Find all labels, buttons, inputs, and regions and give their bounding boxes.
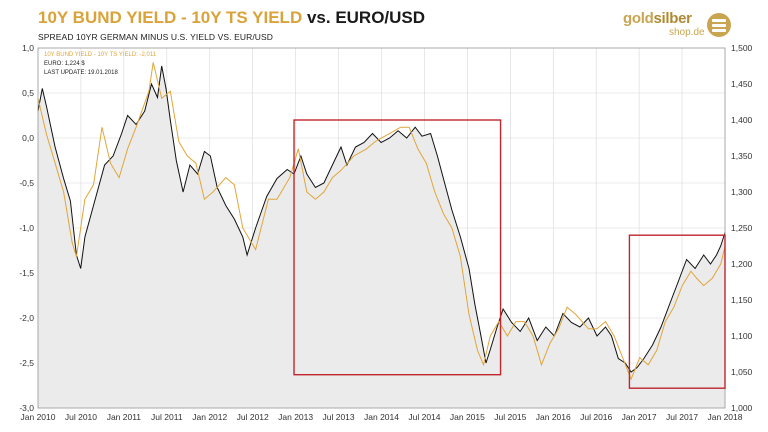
y-right-tick-label: 1,000 [731,403,753,413]
x-tick-label: Jul 2015 [494,412,526,422]
y-left-tick-label: -1,5 [19,268,34,278]
x-tick-label: Jan 2018 [708,412,743,422]
y-left-tick-label: -3,0 [19,403,34,413]
spread-area [38,66,725,408]
title-euro-part: vs. EURO/USD [302,8,426,27]
y-left-tick-label: -2,0 [19,313,34,323]
x-tick-label: Jul 2016 [580,412,612,422]
logo-wordmark: goldsilber [623,10,692,27]
x-tick-label: Jul 2012 [237,412,269,422]
x-tick-label: Jan 2013 [278,412,313,422]
x-tick-label: Jul 2017 [666,412,698,422]
legend-euro-entry: EURO: 1,224 $ [44,61,85,67]
y-left-tick-label: 0,0 [22,133,34,143]
highlight-box [293,119,502,376]
y-right-tick-label: 1,300 [731,187,753,197]
x-tick-label: Jan 2014 [364,412,399,422]
y-left-tick-label: 0,5 [22,88,34,98]
y-left-tick-label: -2,5 [19,358,34,368]
goldsilber-logo[interactable]: goldsilber shop.de [623,10,733,44]
y-right-tick-label: 1,500 [731,43,753,53]
y-right-tick-label: 1,200 [731,259,753,269]
x-tick-label: Jul 2010 [65,412,97,422]
chart-subtitle: SPREAD 10YR GERMAN MINUS U.S. YIELD VS. … [38,32,274,42]
chart-title: 10Y BUND YIELD - 10Y TS YIELD vs. EURO/U… [38,8,425,28]
y-left-tick-label: 1,0 [22,43,34,53]
x-tick-label: Jan 2012 [192,412,227,422]
y-right-tick-label: 1,150 [731,295,753,305]
spread-series-line [37,65,726,373]
plot-frame [37,47,726,409]
y-right-tick-label: 1,250 [731,223,753,233]
x-tick-label: Jan 2016 [536,412,571,422]
y-right-tick-label: 1,350 [731,151,753,161]
y-left-tick-label: -0,5 [19,178,34,188]
y-right-tick-label: 1,100 [731,331,753,341]
highlight-box [628,234,726,389]
title-spread-part: 10Y BUND YIELD - 10Y TS YIELD [38,8,303,27]
legend-spread-entry: 10Y BUND YIELD - 10Y TS YIELD: -2,011 [44,52,157,58]
y-left-tick-label: -1,0 [19,223,34,233]
x-tick-label: Jan 2010 [21,412,56,422]
x-tick-label: Jul 2014 [408,412,440,422]
euro-series-line [37,62,726,381]
x-tick-label: Jan 2011 [107,412,142,422]
x-tick-label: Jul 2011 [151,412,183,422]
y-right-tick-label: 1,400 [731,115,753,125]
x-tick-label: Jan 2017 [622,412,657,422]
y-right-tick-label: 1,450 [731,79,753,89]
logo-domain: shop.de [669,27,705,38]
x-tick-label: Jan 2015 [450,412,485,422]
x-tick-label: Jul 2013 [322,412,354,422]
y-right-tick-label: 1,050 [731,367,753,377]
logo-coin-icon [707,13,731,37]
legend-update-entry: LAST UPDATE: 19.01.2018 [44,70,118,76]
